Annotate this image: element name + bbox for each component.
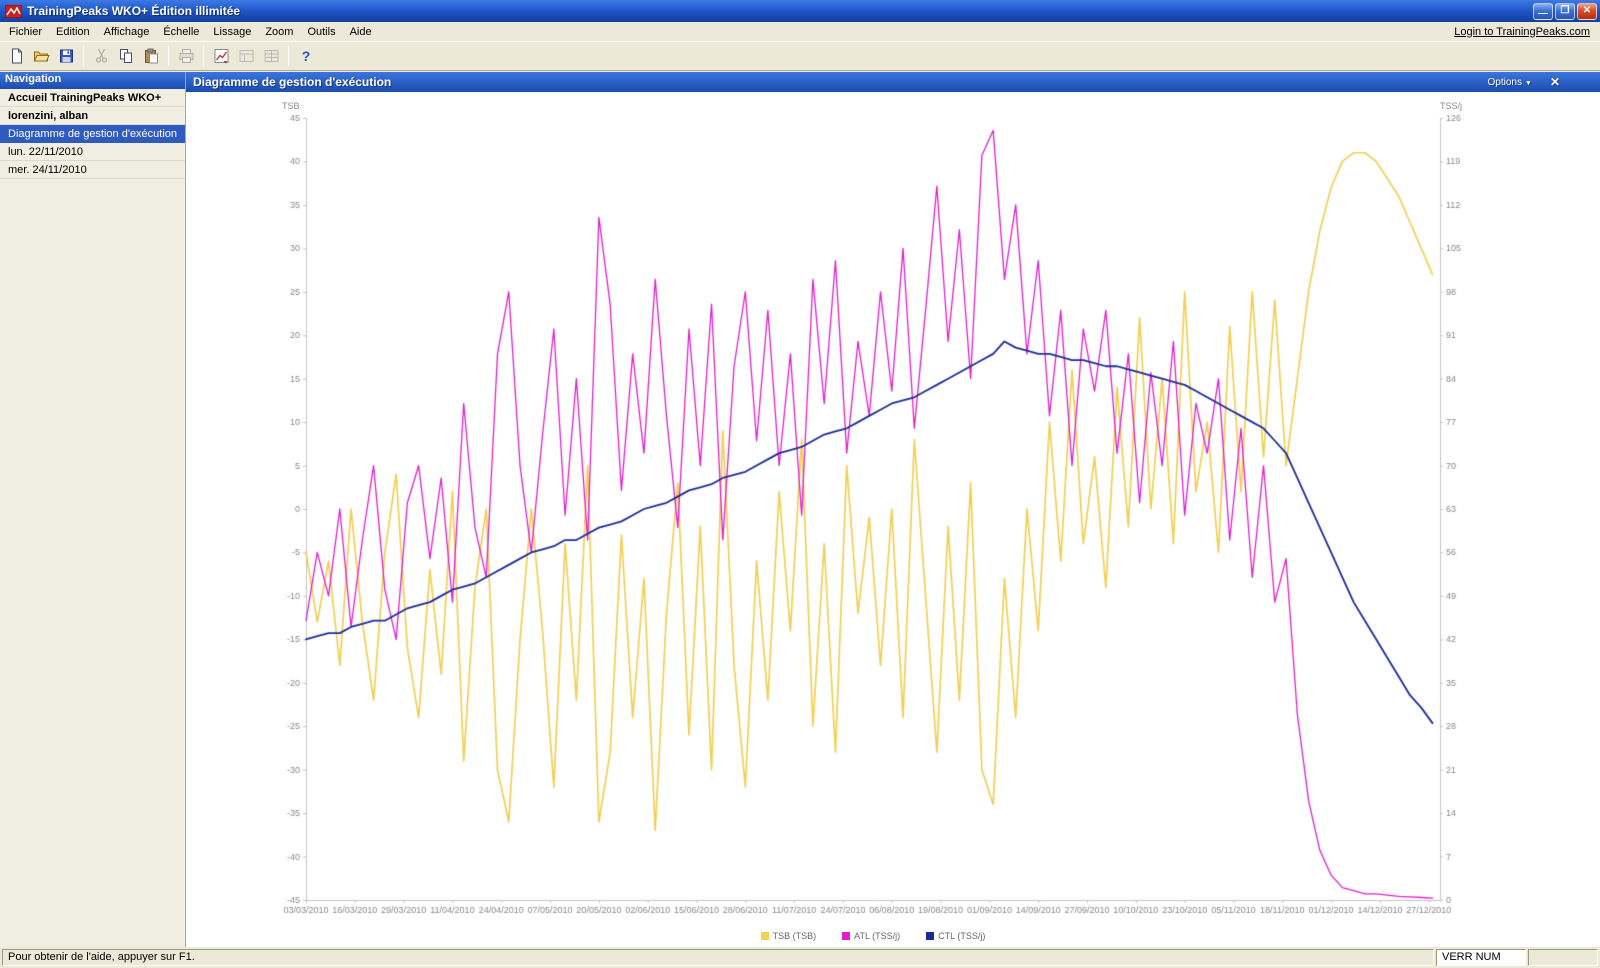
menu-echelle[interactable]: Échelle [163,25,200,38]
chart-panel-header: Diagramme de gestion d'exécution Options… [186,72,1600,92]
menu-bar: Fichier Edition Affichage Échelle Lissag… [0,22,1600,42]
menu-outils[interactable]: Outils [307,25,336,38]
chart-legend: TSB (TSB) ATL (TSS/j) CTL (TSS/j) [306,931,1440,941]
status-empty-cell [1528,949,1598,966]
legend-item-atl: ATL (TSS/j) [842,931,900,941]
login-link[interactable]: Login to TrainingPeaks.com [1454,25,1590,38]
chart-panel: Diagramme de gestion d'exécution Options… [186,72,1600,947]
copy-icon [119,49,132,63]
minimize-button[interactable]: — [1533,2,1553,20]
legend-item-ctl: CTL (TSS/j) [926,931,985,941]
save-icon [59,49,73,63]
minimize-icon: — [1538,8,1548,19]
legend-label-tsb: TSB (TSB) [772,931,817,941]
new-file-icon [11,48,22,64]
cut-button [89,45,113,68]
navigation-header: Navigation [0,72,185,89]
main-area: Navigation Accueil TrainingPeaks WKO+ lo… [0,72,1600,947]
options-button[interactable]: Options ▼ [1488,77,1532,88]
print-icon [179,49,193,63]
menu-edition[interactable]: Edition [56,25,90,38]
legend-swatch-tsb [760,932,769,940]
window-title: TrainingPeaks WKO+ Édition illimitée [27,4,241,18]
options-label: Options [1487,76,1522,88]
toolbar-separator [168,46,169,66]
toolbar-separator [203,46,204,66]
layout-button [234,45,258,68]
nav-item-home[interactable]: Accueil TrainingPeaks WKO+ [0,89,185,107]
menu-lissage[interactable]: Lissage [213,25,252,38]
maximize-icon: ❐ [1560,5,1570,16]
chart-export-button[interactable] [209,45,233,68]
left-axis-title: TSB [282,101,300,111]
navigation-panel: Navigation Accueil TrainingPeaks WKO+ lo… [0,72,186,947]
menu-fichier[interactable]: Fichier [9,25,43,38]
chevron-down-icon: ▼ [1525,79,1532,87]
close-button[interactable]: ✕ [1577,2,1597,20]
nav-item-date-2[interactable]: mer. 24/11/2010 [0,161,185,179]
paste-button[interactable] [139,45,163,68]
nav-item-pmc[interactable]: Diagramme de gestion d'exécution [0,125,185,143]
right-axis-title: TSS/j [1439,101,1462,111]
chart-panel-title: Diagramme de gestion d'exécution [193,75,392,89]
grid-button [259,45,283,68]
nav-item-athlete[interactable]: lorenzini, alban [0,107,185,125]
menu-aide[interactable]: Aide [349,25,372,38]
nav-item-date-1[interactable]: lun. 22/11/2010 [0,143,185,161]
open-folder-icon [33,51,50,62]
layout-icon [239,50,253,62]
title-bar: TrainingPeaks WKO+ Édition illimitée — ❐… [0,0,1600,22]
menu-zoom[interactable]: Zoom [265,25,294,38]
grid-icon [264,50,278,62]
status-bar: Pour obtenir de l'aide, appuyer sur F1. … [0,947,1600,968]
legend-label-ctl: CTL (TSS/j) [938,931,986,941]
legend-swatch-atl [842,932,851,940]
numlock-indicator: VERR NUM [1436,949,1526,966]
help-icon: ? [301,48,311,64]
legend-item-tsb: TSB (TSB) [760,931,817,941]
maximize-button[interactable]: ❐ [1555,2,1575,20]
paste-icon [144,48,158,64]
toolbar-separator [288,46,289,66]
legend-swatch-ctl [926,932,935,940]
panel-close-button[interactable]: ✕ [1549,75,1560,89]
open-file-button[interactable] [29,45,53,68]
toolbar: ? [0,42,1600,71]
chart-body: TSB TSS/j TSB (TSB) ATL (TSS/j) CTL (TSS… [186,92,1600,947]
print-button [174,45,198,68]
app-icon [5,4,22,18]
menu-affichage[interactable]: Affichage [103,25,150,38]
pmc-chart-canvas[interactable] [186,92,1600,947]
toolbar-separator [83,46,84,66]
help-button[interactable]: ? [294,45,318,68]
copy-button[interactable] [114,45,138,68]
chart-export-icon [214,49,228,64]
status-help-text: Pour obtenir de l'aide, appuyer sur F1. [2,949,1434,966]
close-icon: ✕ [1582,5,1592,16]
save-button[interactable] [54,45,78,68]
new-file-button[interactable] [4,45,28,68]
legend-label-atl: ATL (TSS/j) [854,931,901,941]
cut-icon [95,48,107,63]
